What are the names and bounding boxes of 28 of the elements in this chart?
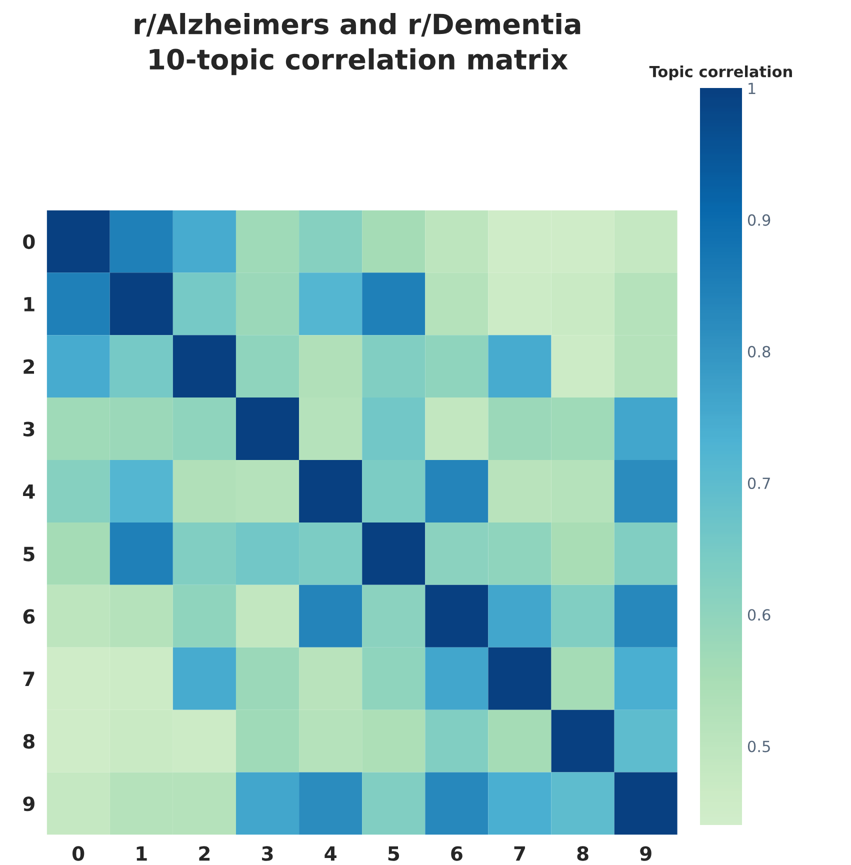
y-tick-label: 9	[23, 796, 34, 812]
x-tick-label: 8	[577, 846, 588, 861]
y-tick-label: 2	[24, 359, 34, 374]
y-tick-label: 7	[23, 672, 34, 686]
y-tick-label: 5	[24, 546, 34, 562]
x-tick-label: 1	[136, 846, 147, 861]
y-tick-label: 1	[24, 297, 34, 312]
x-tick-label: 5	[388, 846, 400, 861]
color-bar-label: 0.8	[748, 346, 770, 358]
color-bar-label: 0.6	[748, 609, 770, 621]
x-tick-label: 3	[262, 846, 273, 861]
color-bar-label: 0.5	[748, 740, 770, 752]
x-tick-label: 9	[640, 846, 652, 861]
color-bar-label: 0.9	[748, 214, 770, 226]
y-tick-label: 4	[23, 484, 35, 499]
x-tick-label: 4	[324, 846, 336, 861]
y-tick-label: 3	[23, 422, 34, 436]
color-bar-title: Topic correlation	[649, 66, 792, 80]
y-tick-label: 8	[23, 734, 34, 749]
y-tick-label: 0	[23, 234, 35, 250]
y-tick-label: 6	[23, 609, 35, 624]
x-tick-label: 2	[199, 846, 210, 861]
x-tick-label: 7	[514, 846, 525, 861]
x-tick-label: 6	[451, 846, 462, 861]
x-tick-label: 0	[72, 846, 84, 861]
color-bar-label: 0.7	[748, 478, 770, 490]
chart-title: r/Alzheimers and r/Dementia 10-topic correlation matrix	[134, 12, 580, 76]
color-bar-label: 1	[748, 82, 756, 94]
